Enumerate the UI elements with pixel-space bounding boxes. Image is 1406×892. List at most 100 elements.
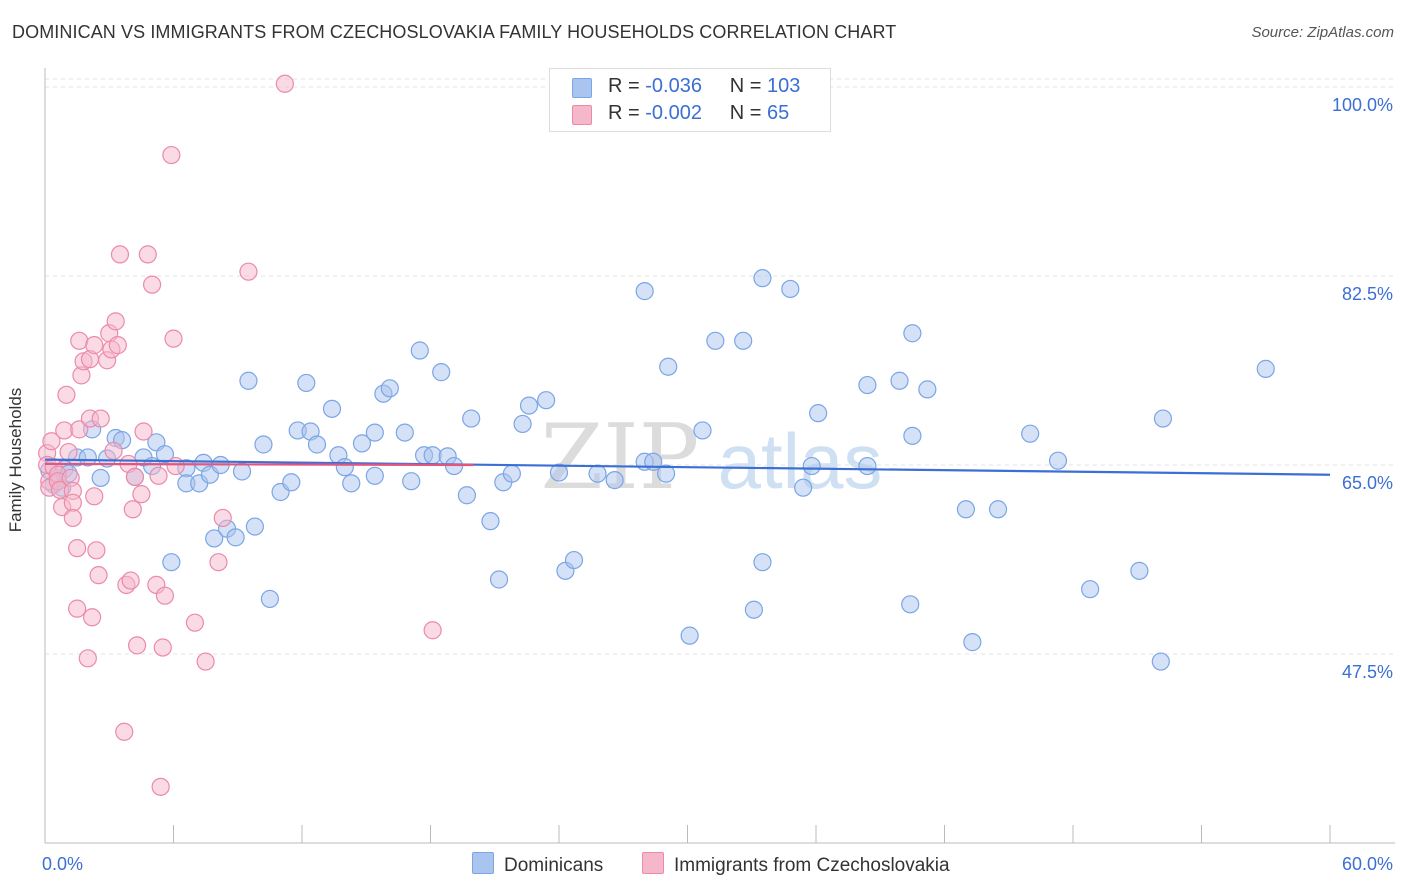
bottom-legend-label: Immigrants from Czechoslovakia: [674, 855, 950, 876]
dominican-point: [656, 464, 676, 483]
y-tick-label: 65.0%: [1342, 473, 1393, 493]
legend-n-value: 103: [767, 75, 801, 97]
dominican-point: [1021, 424, 1040, 443]
dominican-point: [734, 331, 753, 350]
czechoslovakia-point: [78, 649, 97, 668]
dominican-point: [988, 500, 1008, 519]
dominican-point: [890, 371, 909, 390]
dominican-point: [489, 570, 509, 589]
czechoslovakia-point: [59, 442, 78, 462]
legend-r-value: -0.002: [645, 102, 702, 124]
dominican-point: [162, 553, 181, 572]
dominican-point: [903, 324, 922, 343]
czechoslovakia-point: [70, 331, 89, 350]
dominican-point: [297, 373, 316, 393]
dominican-point: [794, 478, 813, 497]
czechoslovakia-point: [185, 613, 205, 632]
dominican-point: [462, 409, 481, 428]
dominican-point: [963, 633, 982, 652]
dominican-point: [802, 456, 821, 476]
czechoslovakia-point: [85, 336, 104, 355]
czechoslovakia-point: [127, 636, 147, 655]
dominican-point: [680, 626, 699, 645]
source-credit: Source: ZipAtlas.com: [1251, 24, 1394, 41]
czechoslovakia-point: [42, 432, 61, 451]
legend-r-label: R =: [608, 75, 640, 97]
watermark-zip: ZIP: [541, 405, 700, 510]
dominican-point: [260, 589, 279, 609]
czechoslovakia-point: [132, 485, 151, 504]
dominican-point: [537, 391, 556, 410]
czechoslovakia-point: [68, 599, 87, 618]
czechoslovakia-point: [70, 420, 89, 439]
y-tick-label: 100.0%: [1332, 95, 1393, 115]
dominican-point: [502, 464, 521, 483]
czechoslovakia-point: [239, 262, 258, 281]
legend-n-label: N =: [729, 75, 762, 97]
dominican-point: [918, 380, 937, 399]
czechoslovakia-point: [275, 74, 294, 93]
czechoslovakia-point: [83, 608, 102, 627]
czechoslovakia-point: [125, 467, 145, 486]
dominican-point: [706, 331, 725, 350]
dominican-point: [513, 414, 532, 434]
dominican-point: [335, 458, 354, 477]
czechoslovakia-point: [149, 466, 168, 485]
dominican-point: [423, 446, 442, 465]
dominican-point: [365, 466, 384, 485]
bottom-legend-swatch-pink: [642, 852, 664, 874]
dominican-point: [352, 434, 372, 453]
dominican-point: [659, 357, 678, 376]
x-tick-label-min: 0.0%: [42, 854, 83, 874]
dominican-point: [588, 464, 607, 483]
dominican-point: [549, 463, 569, 482]
legend-r-value: -0.036: [645, 75, 702, 97]
dominican-point: [753, 269, 772, 288]
chart-title: DOMINICAN VS IMMIGRANTS FROM CZECHOSLOVA…: [12, 22, 897, 42]
dominican-point: [254, 435, 273, 454]
czechoslovakia-point: [209, 553, 228, 572]
dominican-point: [322, 399, 342, 418]
dominican-point: [457, 486, 477, 505]
czechoslovakia-point: [142, 275, 162, 294]
dominican-point: [564, 550, 584, 570]
dominican-point: [519, 396, 539, 415]
czechoslovakia-point: [155, 586, 175, 605]
dominican-point: [282, 473, 301, 492]
dominican-point: [781, 279, 800, 299]
y-tick-label: 47.5%: [1342, 662, 1393, 682]
dominican-point: [205, 529, 224, 548]
dominican-point: [1048, 451, 1068, 470]
dominican-point: [858, 456, 877, 476]
dominican-point: [365, 423, 384, 442]
correlation-legend: R = -0.036 N = 103 R = -0.002 N = 65: [549, 68, 831, 132]
dominican-trend-line: [44, 458, 1331, 476]
dominican-point: [1081, 580, 1100, 599]
czechoslovakia-point: [153, 638, 172, 657]
czechoslovakia-point: [115, 722, 134, 741]
czechoslovakia-point: [68, 539, 87, 558]
czechoslovakia-point: [85, 487, 104, 506]
bottom-legend-swatch-blue: [472, 852, 494, 874]
dominican-point: [605, 471, 624, 490]
czechoslovakia-point: [151, 777, 170, 796]
czechoslovakia-point: [121, 571, 140, 590]
dominican-point: [307, 435, 327, 454]
bottom-legend-dominicans: Dominicans: [472, 852, 603, 876]
dominican-point: [858, 375, 877, 395]
czechoslovakia-point: [162, 145, 181, 165]
czechoslovakia-point: [106, 312, 125, 331]
dominican-point: [226, 528, 245, 547]
legend-n-label: N =: [729, 102, 762, 124]
czechoslovakia-point: [57, 385, 76, 404]
czechoslovakia-point: [213, 508, 232, 528]
dominican-point: [78, 448, 97, 467]
dominican-point: [1130, 561, 1149, 580]
dominican-point: [901, 595, 920, 614]
czechoslovakia-point: [164, 329, 183, 348]
czechoslovakia-point: [138, 245, 157, 264]
dominican-point: [239, 371, 258, 390]
czechoslovakia-point: [55, 421, 74, 440]
legend-r-label: R =: [608, 102, 640, 124]
